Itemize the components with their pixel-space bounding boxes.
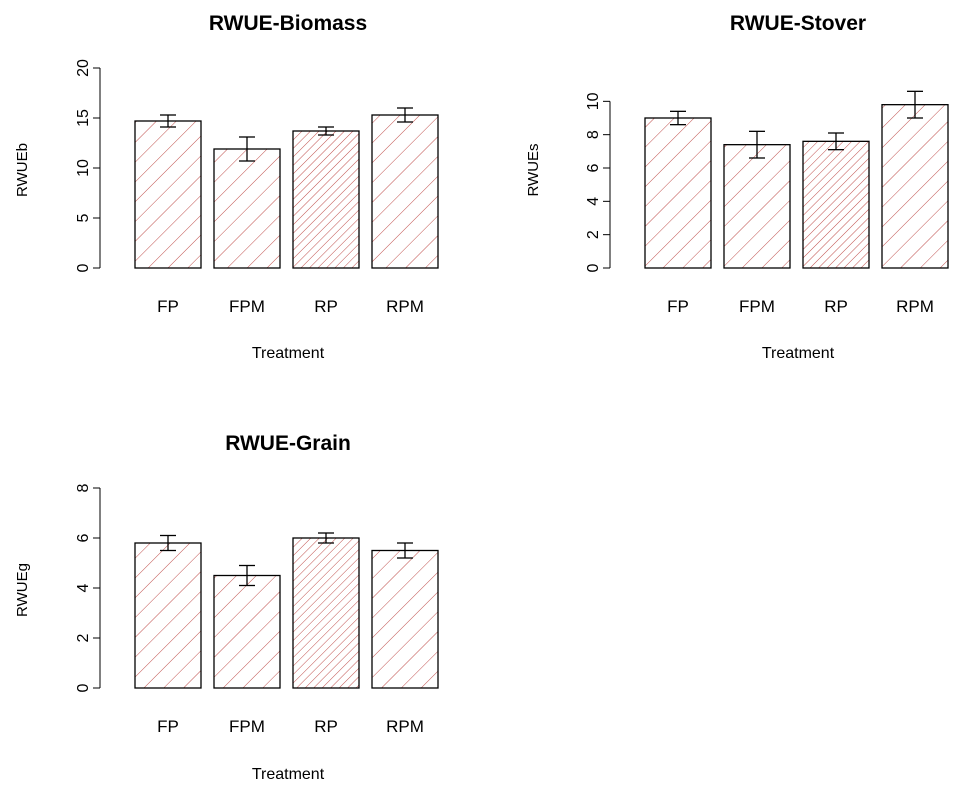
y-tick-label: 8 (75, 483, 92, 492)
y-tick-label: 10 (585, 92, 602, 110)
bar (134, 542, 202, 689)
y-tick-label: 0 (585, 263, 602, 272)
y-tick-label: 10 (75, 159, 92, 177)
y-tick-label: 0 (75, 263, 92, 272)
plot-area-stover: 0 2 4 6 8 10 FP FPM RP RPM (585, 90, 949, 316)
x-tick-label: RP (314, 297, 338, 316)
chart-title: RWUE-Stover (730, 12, 866, 35)
y-tick-label: 0 (75, 683, 92, 692)
plot-area-biomass: 0 5 10 15 20 FP FPM RP RPM (75, 59, 439, 316)
y-axis-label: RWUEb (14, 143, 31, 197)
bar (881, 104, 949, 269)
x-axis-label: Treatment (252, 766, 325, 783)
y-tick-label: 8 (585, 130, 602, 139)
bar (213, 148, 281, 269)
bar (371, 114, 439, 269)
x-axis-label: Treatment (252, 345, 325, 362)
x-tick-label: FPM (739, 297, 775, 316)
bar (292, 537, 360, 689)
y-tick-label: 2 (585, 230, 602, 239)
x-tick-label: FPM (229, 717, 265, 736)
x-tick-label: FP (157, 717, 179, 736)
y-tick-label: 4 (75, 583, 92, 592)
bar (371, 549, 439, 689)
x-tick-label: FPM (229, 297, 265, 316)
y-tick-label: 5 (75, 213, 92, 222)
y-tick-label: 2 (75, 633, 92, 642)
bar (213, 574, 281, 689)
bar (802, 140, 870, 269)
x-axis-label: Treatment (762, 345, 835, 362)
plot-area-grain: 0 2 4 6 8 FP FPM RP RPM (75, 483, 439, 736)
chart-title: RWUE-Grain (225, 432, 351, 455)
bar (292, 130, 360, 269)
y-tick-label: 4 (585, 197, 602, 206)
bar (644, 117, 712, 269)
chart-panel-stover: RWUE-Stover RWUEs Treatment 0 2 4 6 8 10 FP FPM… (525, 12, 949, 362)
y-tick-label: 6 (75, 533, 92, 542)
x-tick-label: FP (667, 297, 689, 316)
chart-title: RWUE-Biomass (209, 12, 367, 35)
y-axis-label: RWUEs (525, 143, 542, 196)
y-tick-label: 6 (585, 163, 602, 172)
x-tick-label: RPM (896, 297, 934, 316)
x-tick-label: RP (824, 297, 848, 316)
y-axis-label: RWUEg (14, 563, 31, 617)
x-tick-label: RP (314, 717, 338, 736)
chart-panel-grain: RWUE-Grain RWUEg Treatment 0 2 4 6 8 FP FPM RP R… (14, 432, 439, 783)
bar (723, 144, 791, 269)
y-tick-label: 20 (75, 59, 92, 77)
x-tick-label: RPM (386, 717, 424, 736)
bar (134, 120, 202, 269)
y-tick-label: 15 (75, 109, 92, 127)
x-tick-label: FP (157, 297, 179, 316)
x-tick-label: RPM (386, 297, 424, 316)
chart-panel-biomass: RWUE-Biomass RWUEb Treatment 0 5 10 15 20 FP F… (14, 12, 439, 362)
